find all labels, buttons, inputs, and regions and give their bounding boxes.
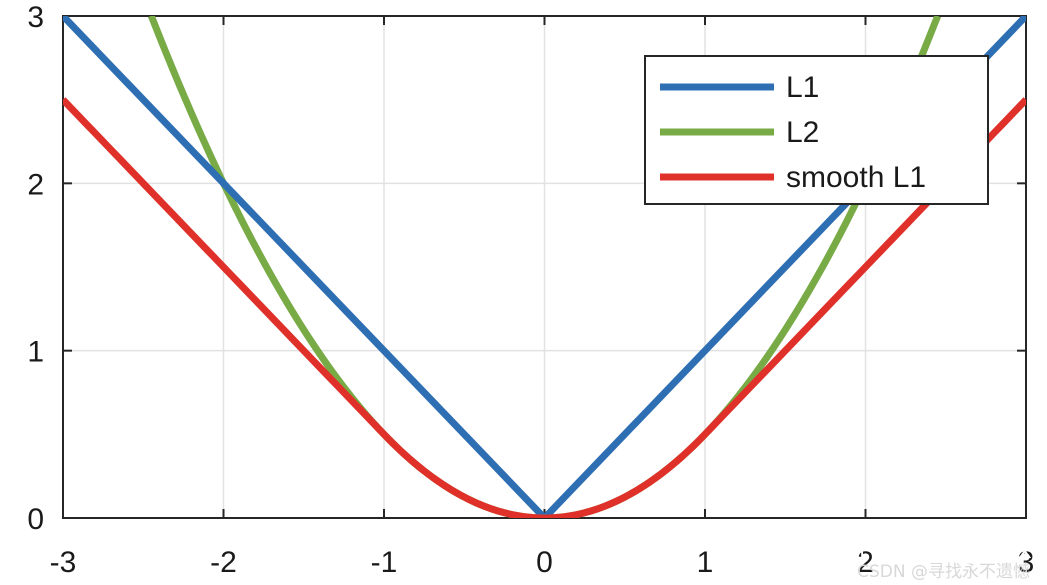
x-tick-label-4: 1 xyxy=(697,546,714,579)
series-line-l2 xyxy=(148,16,941,518)
y-tick-labels: 0 1 2 3 xyxy=(27,1,44,536)
watermark-csdn: CSDN @寻找永不遗憾 xyxy=(857,562,1030,582)
x-tick-label-3: 0 xyxy=(536,546,553,579)
watermark-juejin: 掘金技术社区 @ Tw_xxxx xyxy=(750,536,1032,564)
legend-label-0: L1 xyxy=(786,71,819,104)
x-tick-label-5: 2 xyxy=(857,546,874,579)
y-tick-label-2: 2 xyxy=(27,168,44,201)
legend: L1 L2 smooth L1 xyxy=(644,55,989,205)
y-tick-label-1: 1 xyxy=(27,336,44,369)
y-tick-label-0: 0 xyxy=(27,503,44,536)
x-tick-labels: -3 -2 -1 0 1 2 3 xyxy=(50,546,1035,579)
x-tick-label-2: -1 xyxy=(371,546,398,579)
series-line-smooth-l1 xyxy=(63,97,1026,518)
legend-label-1: L2 xyxy=(786,116,819,149)
legend-label-2: smooth L1 xyxy=(786,161,926,194)
x-tick-label-1: -2 xyxy=(210,546,237,579)
y-tick-label-3: 3 xyxy=(27,1,44,34)
x-tick-label-0: -3 xyxy=(50,546,77,579)
x-tick-label-6: 3 xyxy=(1018,546,1035,579)
